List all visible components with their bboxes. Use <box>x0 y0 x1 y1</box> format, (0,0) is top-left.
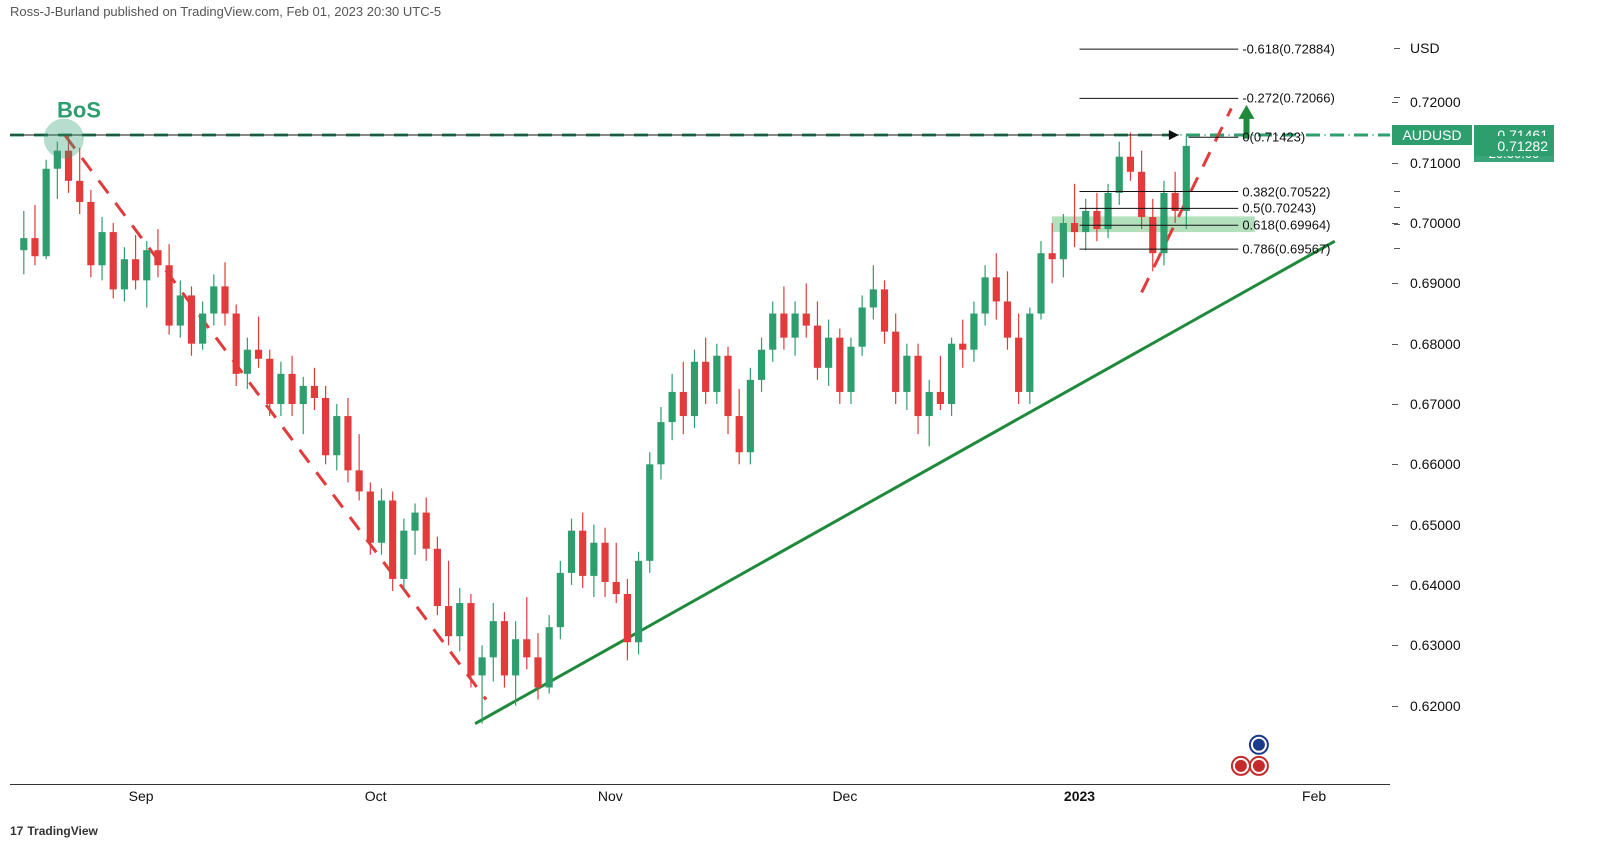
x-axis: Sep Oct Nov Dec 2023 Feb <box>10 786 1390 812</box>
fib-level-label: 0.382(0.70522) <box>1242 184 1330 199</box>
tradingview-watermark: 17TradingView <box>10 824 98 838</box>
chart-plot-area[interactable]: BoS -0.618(0.72884) -0.272(0.72066) 0(0.71… <box>10 24 1390 785</box>
y-tick-label: 0.70000 <box>1410 215 1461 231</box>
x-tick-label: 2023 <box>1064 788 1095 804</box>
y-axis-title: USD <box>1410 40 1440 56</box>
symbol-badge: AUDUSD <box>1392 125 1472 145</box>
fib-level-label: 0.618(0.69964) <box>1242 218 1330 233</box>
y-tick-label: 0.66000 <box>1410 456 1461 472</box>
y-tick-label: 0.64000 <box>1410 577 1461 593</box>
y-tick-label: 0.67000 <box>1410 396 1461 412</box>
fib-level-label: 0.5(0.70243) <box>1242 201 1316 216</box>
y-tick-label: 0.72000 <box>1410 94 1461 110</box>
x-tick-label: Sep <box>129 788 154 804</box>
fib-level-label: 0.786(0.69567) <box>1242 242 1330 257</box>
publish-info: Ross-J-Burland published on TradingView.… <box>10 4 441 19</box>
fib-level-label: 0(0.71423) <box>1242 130 1305 145</box>
y-tick-label: 0.63000 <box>1410 637 1461 653</box>
chart-svg: BoS <box>10 24 1390 784</box>
y-tick-label: 0.65000 <box>1410 517 1461 533</box>
y-tick-label: 0.62000 <box>1410 698 1461 714</box>
y-tick-label: 0.68000 <box>1410 336 1461 352</box>
y-tick-label: 0.69000 <box>1410 275 1461 291</box>
bos-label-text: BoS <box>57 97 101 122</box>
last-price-badge: 0.71282 <box>1474 136 1554 156</box>
x-tick-label: Nov <box>598 788 623 804</box>
fib-level-label: -0.272(0.72066) <box>1242 91 1335 106</box>
tv-logo-icon: 17 <box>10 824 23 838</box>
x-tick-label: Oct <box>365 788 387 804</box>
y-tick-label: 0.71000 <box>1410 155 1461 171</box>
fib-level-label: -0.618(0.72884) <box>1242 42 1335 57</box>
x-tick-label: Feb <box>1302 788 1326 804</box>
y-axis: USD 0.62000 0.63000 0.64000 0.65000 0.66000 0… <box>1392 24 1592 784</box>
x-tick-label: Dec <box>832 788 857 804</box>
